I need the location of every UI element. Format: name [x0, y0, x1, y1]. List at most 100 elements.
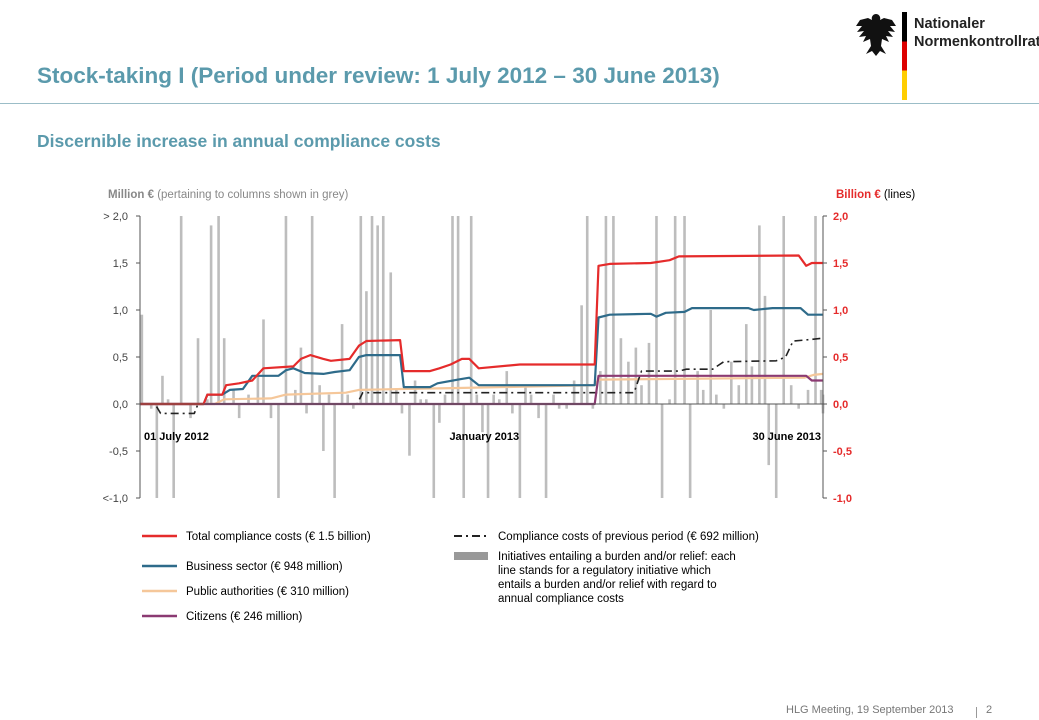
initiative-bar — [585, 216, 589, 404]
initiative-bar — [552, 394, 555, 404]
chart-legend: Total compliance costs (€ 1.5 billion) Bu… — [142, 531, 759, 623]
initiative-bar — [443, 394, 447, 404]
initiative-bar — [599, 371, 602, 404]
initiative-bar — [408, 404, 411, 456]
initiative-bar — [511, 404, 514, 414]
initiative-bar — [462, 404, 466, 498]
legend-label-initiatives: annual compliance costs — [498, 593, 624, 605]
legend-label-previous: Compliance costs of previous period (€ 6… — [498, 531, 759, 543]
initiative-bar — [750, 366, 754, 404]
initiative-bar — [217, 216, 220, 404]
initiative-bar — [627, 361, 630, 404]
initiative-bar — [140, 314, 144, 404]
right-tick-label: -1,0 — [833, 493, 852, 505]
federal-eagle-icon — [856, 14, 896, 56]
left-tick-label: <-1,0 — [103, 493, 128, 505]
page-subtitle: Discernible increase in annual complianc… — [37, 131, 441, 151]
right-tick-label: -0,5 — [833, 446, 852, 458]
org-name-line1: Nationaler — [914, 16, 985, 32]
title-divider — [0, 103, 1039, 104]
initiative-bar — [256, 375, 260, 404]
initiative-bar — [189, 404, 192, 419]
series-line-business — [140, 307, 823, 406]
left-tick-label: 0,0 — [113, 399, 128, 411]
initiative-bar — [481, 404, 484, 433]
initiative-bar — [359, 216, 363, 404]
initiative-bar — [161, 375, 164, 404]
initiative-bar — [370, 216, 374, 404]
left-tick-label: 1,5 — [113, 258, 128, 270]
right-tick-label: 1,5 — [833, 258, 848, 270]
series-line-public — [140, 372, 824, 406]
legend-label-citizens: Citizens (€ 246 million) — [186, 611, 302, 623]
initiative-bar — [456, 216, 460, 404]
initiative-bar — [486, 404, 490, 498]
initiative-bar — [668, 399, 671, 404]
right-axis-title: Billion € (lines) — [836, 189, 915, 201]
german-flag-stripe — [902, 12, 907, 100]
initiative-bar — [696, 371, 699, 404]
initiative-bar — [737, 385, 741, 404]
left-tick-label: -0,5 — [109, 446, 128, 458]
right-axis-title-rest: (lines) — [881, 189, 916, 201]
footer-separator — [976, 707, 977, 718]
initiative-bar — [395, 389, 398, 404]
initiative-bar — [797, 404, 800, 409]
initiative-bar — [782, 216, 786, 404]
chart-axes — [136, 215, 827, 499]
initiative-bar — [524, 385, 527, 404]
initiative-bar — [673, 216, 677, 404]
legend-label-initiatives: entails a burden and/or relief with rega… — [498, 579, 717, 591]
initiative-bar — [305, 404, 308, 414]
left-axis-title-rest: (pertaining to columns shown in grey) — [154, 189, 348, 201]
initiative-bar — [612, 216, 615, 404]
chart-labels: > 2,0 1,5 1,0 0,5 0,0 -0,5 <-1,0 2,0 1,5 1,0 0,5 0,… — [103, 189, 916, 505]
initiative-bar — [557, 404, 561, 409]
legend-label-initiatives: line stands for a regulatory initiative … — [498, 565, 711, 577]
page-number: 2 — [986, 704, 993, 716]
legend-label-total: Total compliance costs (€ 1.5 billion) — [186, 531, 371, 543]
initiative-bar — [222, 338, 226, 404]
initiative-bar — [619, 338, 623, 404]
page-title: Stock-taking I (Period under review: 1 J… — [37, 63, 720, 88]
initiative-bars — [140, 216, 825, 498]
initiative-bar — [232, 389, 235, 404]
initiative-bar — [715, 394, 718, 404]
initiative-bar — [333, 404, 336, 498]
initiative-bar — [806, 389, 810, 404]
initiative-bar — [451, 216, 454, 404]
initiative-bar — [166, 399, 170, 404]
initiative-bar — [475, 394, 479, 404]
initiative-bar — [701, 389, 705, 404]
initiative-bar — [310, 216, 314, 404]
initiative-bar — [237, 404, 241, 419]
initiative-bar — [179, 216, 183, 404]
initiative-bar — [149, 404, 153, 409]
right-tick-label: 1,0 — [833, 305, 848, 317]
initiative-bar — [688, 404, 692, 498]
initiative-bar — [529, 394, 533, 404]
initiative-bar — [640, 385, 643, 404]
right-axis-title-bold: Billion € — [836, 189, 881, 201]
initiative-bar — [155, 404, 159, 498]
initiative-bar — [709, 310, 713, 404]
initiative-bar — [744, 324, 748, 404]
initiative-bar — [346, 394, 350, 404]
initiative-bar — [262, 319, 265, 404]
org-name-line2: Normenkontrollrat — [914, 34, 1039, 50]
initiative-bar — [789, 385, 793, 404]
left-tick-label: > 2,0 — [103, 211, 128, 223]
initiative-bar — [544, 404, 548, 498]
initiative-bar — [327, 394, 331, 404]
date-label: 30 June 2013 — [753, 431, 822, 443]
initiative-bar — [269, 404, 273, 419]
legend-label-initiatives: Initiatives entailing a burden and/or re… — [498, 551, 736, 563]
initiative-bar — [172, 404, 175, 498]
series-line-total — [140, 254, 823, 406]
initiative-bar — [376, 225, 379, 404]
initiative-bar — [774, 404, 778, 498]
initiative-bar — [419, 399, 422, 404]
initiative-bar — [819, 389, 823, 404]
initiative-bar — [365, 291, 368, 404]
initiative-bar — [438, 404, 441, 423]
